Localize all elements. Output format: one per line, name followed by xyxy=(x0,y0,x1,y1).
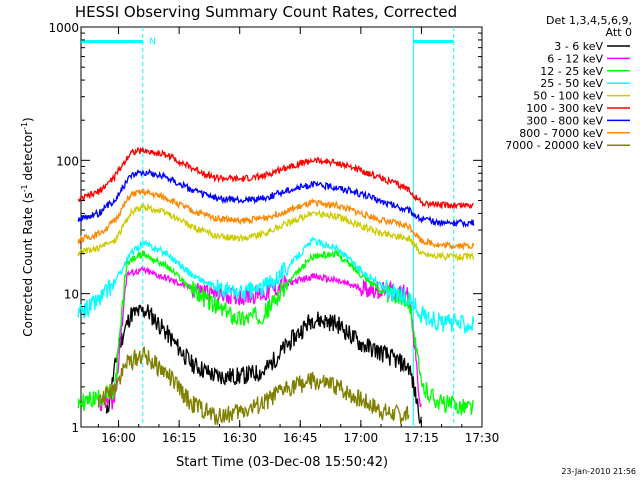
series-1 xyxy=(105,304,422,425)
legend-label-4: 25 - 50 keV xyxy=(540,77,603,90)
timestamp: 23-Jan-2010 21:56 xyxy=(561,467,636,476)
y-axis-label-end: ) xyxy=(21,117,35,122)
y-axis-label-mid: detector xyxy=(21,130,35,185)
y-axis-label-sup2: -1 xyxy=(20,122,29,130)
series-4 xyxy=(77,235,475,335)
series-line-7 xyxy=(77,168,475,229)
series-line-5 xyxy=(77,202,475,262)
chart-title: HESSI Observing Summary Count Rates, Cor… xyxy=(75,3,457,21)
x-tick-label-6: 17:15 xyxy=(404,431,439,445)
x-tick-label-2: 16:15 xyxy=(162,431,197,445)
series-2 xyxy=(97,266,422,412)
night-bar-1 xyxy=(81,40,143,43)
legend-label-3: 12 - 25 keV xyxy=(540,65,603,78)
legend-header-line-1: Det 1,3,4,5,6,9, xyxy=(546,14,632,27)
series-line-6 xyxy=(77,146,474,210)
legend-header-line-2: Att 0 xyxy=(606,26,632,39)
y-axis: 1 10 100 1000 xyxy=(48,21,482,435)
legend-label-2: 6 - 12 keV xyxy=(547,52,603,65)
series-line-9 xyxy=(97,345,410,425)
y-tick-label-4: 1000 xyxy=(48,21,79,35)
series-6 xyxy=(77,146,474,210)
series-line-1 xyxy=(105,304,422,425)
y-tick-label-1: 1 xyxy=(71,421,79,435)
series-8 xyxy=(77,187,475,251)
night-bars xyxy=(81,40,454,43)
legend-label-8: 800 - 7000 keV xyxy=(519,127,603,140)
annotation-n: N xyxy=(149,37,156,47)
legend-label-1: 3 - 6 keV xyxy=(554,40,603,53)
series-5 xyxy=(77,202,475,262)
x-tick-label-4: 16:45 xyxy=(283,431,318,445)
x-tick-label-1: 16:00 xyxy=(101,431,136,445)
y-axis-label-sup1: -1 xyxy=(20,184,29,192)
series-line-4 xyxy=(77,235,475,335)
series-line-2 xyxy=(97,266,422,412)
y-tick-label-2: 10 xyxy=(64,288,79,302)
legend-label-6: 100 - 300 keV xyxy=(526,102,603,115)
legend-label-9: 7000 - 20000 keV xyxy=(505,139,603,152)
x-axis-label: Start Time (03-Dec-08 15:50:42) xyxy=(176,455,388,470)
series-layer xyxy=(77,146,475,425)
y-axis-label: Corrected Count Rate (s-1 detector-1) xyxy=(20,117,35,336)
legend-label-5: 50 - 100 keV xyxy=(533,90,603,103)
series-9 xyxy=(97,345,410,425)
x-tick-label-7: 17:30 xyxy=(465,431,500,445)
x-tick-label-5: 17:00 xyxy=(344,431,379,445)
x-tick-label-3: 16:30 xyxy=(222,431,257,445)
series-7 xyxy=(77,168,475,229)
legend-label-7: 300 - 800 keV xyxy=(526,114,603,127)
y-axis-label-main: Corrected Count Rate (s xyxy=(21,192,35,336)
night-bar-2 xyxy=(413,40,454,43)
plot-frame xyxy=(80,26,483,428)
x-axis: 16:00 16:15 16:30 16:45 17:00 17:15 17:30 xyxy=(97,27,500,445)
y-tick-label-3: 100 xyxy=(56,154,79,168)
vertical-markers xyxy=(142,27,455,427)
series-line-8 xyxy=(77,187,475,251)
